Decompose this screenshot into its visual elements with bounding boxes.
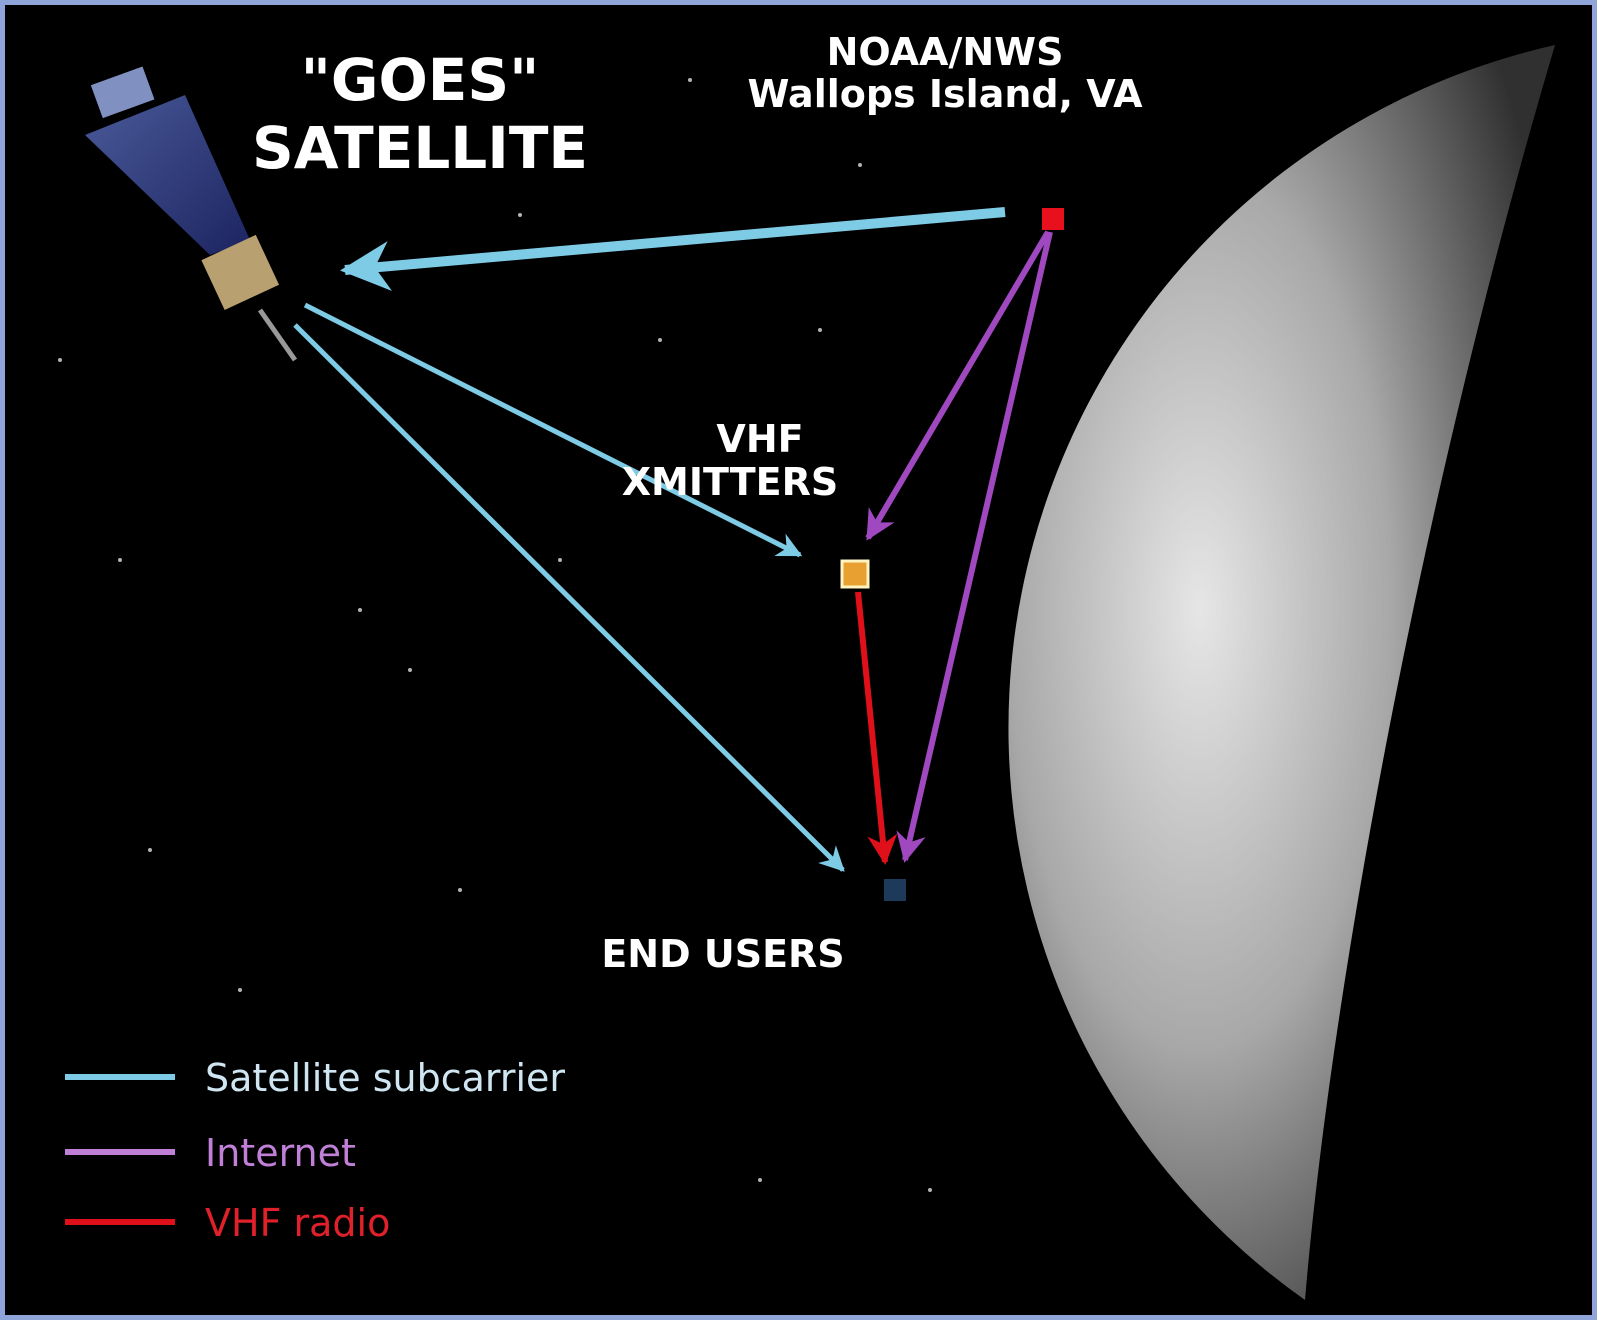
end-users-marker — [884, 879, 906, 901]
node-label: VHF — [716, 417, 803, 461]
legend-label: VHF radio — [205, 1201, 390, 1245]
noaa-marker — [1042, 208, 1064, 230]
node-label: Wallops Island, VA — [748, 72, 1144, 116]
legend-label: Satellite subcarrier — [205, 1056, 565, 1100]
node-label: XMITTERS — [622, 460, 839, 504]
satellite-label: "GOES" — [301, 46, 540, 114]
legend-label: Internet — [205, 1131, 356, 1175]
vhf-marker — [842, 561, 868, 587]
satellite-label: SATELLITE — [252, 114, 588, 182]
node-label: NOAA/NWS — [827, 30, 1064, 74]
diagram: "GOES" SATELLITE NOAA/NWS Wallops Island… — [0, 0, 1597, 1320]
node-label: END USERS — [601, 932, 844, 976]
